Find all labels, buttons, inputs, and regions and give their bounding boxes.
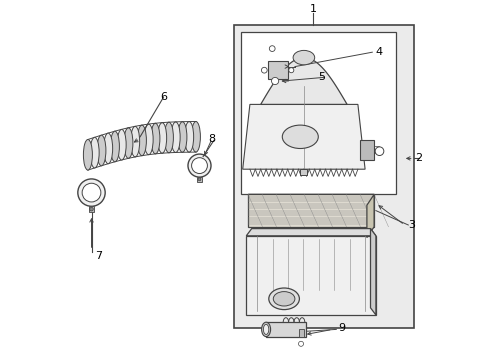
Bar [359, 140, 373, 160]
Ellipse shape [178, 122, 186, 152]
Bar [300, 169, 307, 175]
Ellipse shape [83, 139, 92, 170]
Ellipse shape [292, 50, 314, 65]
Circle shape [298, 341, 303, 346]
Polygon shape [366, 194, 373, 238]
Circle shape [269, 46, 275, 51]
Ellipse shape [110, 131, 119, 162]
Text: 2: 2 [415, 153, 422, 163]
Circle shape [261, 67, 266, 73]
Polygon shape [246, 229, 375, 236]
Polygon shape [247, 194, 373, 227]
Ellipse shape [137, 125, 146, 156]
Ellipse shape [130, 126, 140, 157]
Bar [246, 236, 375, 315]
Ellipse shape [157, 123, 166, 153]
Bar [265, 322, 305, 337]
Polygon shape [260, 58, 346, 104]
Ellipse shape [171, 122, 180, 153]
Text: 5: 5 [318, 72, 325, 82]
Ellipse shape [164, 122, 173, 153]
Bar [298, 329, 303, 337]
Polygon shape [247, 194, 373, 205]
Text: 1: 1 [309, 4, 316, 14]
Bar [233, 25, 413, 328]
Ellipse shape [117, 129, 126, 160]
Ellipse shape [90, 137, 99, 168]
Bar [88, 206, 94, 212]
Text: 3: 3 [407, 220, 414, 230]
Circle shape [82, 183, 101, 202]
Ellipse shape [184, 122, 193, 152]
Bar [241, 32, 395, 194]
Ellipse shape [263, 324, 268, 334]
Ellipse shape [268, 288, 299, 310]
Text: 4: 4 [375, 47, 382, 57]
Text: 8: 8 [208, 134, 215, 144]
Ellipse shape [144, 124, 153, 155]
Ellipse shape [273, 292, 294, 306]
Ellipse shape [151, 123, 160, 154]
Text: 9: 9 [337, 323, 345, 333]
Circle shape [78, 179, 105, 206]
Ellipse shape [103, 133, 112, 164]
Circle shape [187, 154, 211, 177]
Ellipse shape [261, 322, 270, 337]
Circle shape [288, 68, 293, 73]
Text: 6: 6 [160, 92, 167, 102]
Polygon shape [242, 104, 365, 169]
Polygon shape [370, 229, 375, 315]
Circle shape [89, 207, 93, 211]
Bar [197, 177, 202, 182]
Ellipse shape [282, 125, 318, 149]
Ellipse shape [97, 135, 106, 166]
Circle shape [374, 147, 383, 156]
Circle shape [198, 178, 201, 181]
Bar [267, 61, 287, 79]
Ellipse shape [123, 128, 133, 158]
Circle shape [271, 77, 278, 85]
Ellipse shape [191, 122, 200, 152]
Text: 7: 7 [95, 251, 102, 261]
Circle shape [191, 158, 207, 174]
